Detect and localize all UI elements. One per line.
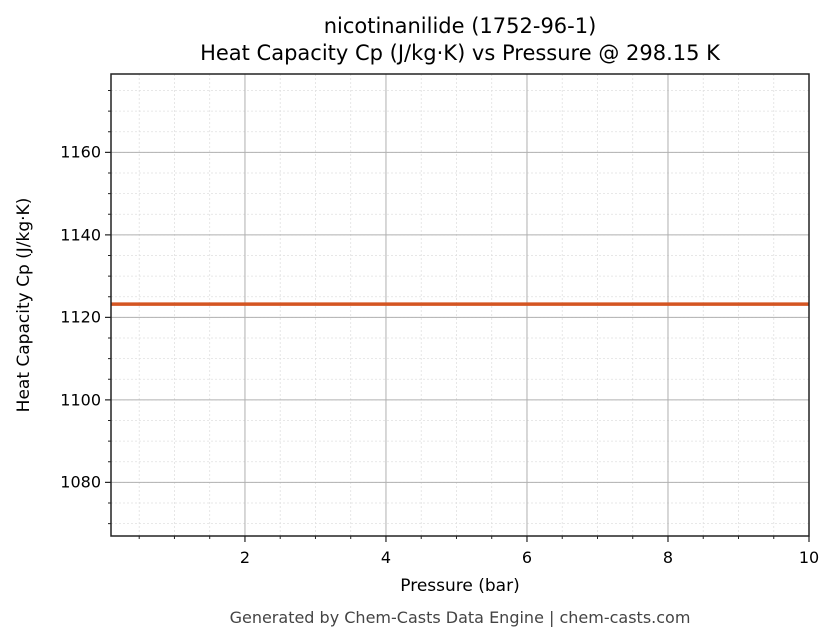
- y-tick-label: 1080: [60, 472, 101, 492]
- x-tick-label: 4: [380, 548, 392, 567]
- y-tick-label: 1120: [60, 307, 101, 327]
- footer-credit: Generated by Chem-Casts Data Engine | ch…: [229, 608, 691, 627]
- y-tick-label: 1140: [60, 225, 101, 245]
- x-tick-label: 10: [798, 548, 820, 567]
- y-tick-label: 1100: [60, 390, 101, 410]
- y-tick-label: 1160: [60, 142, 101, 162]
- chart-title-line2: Heat Capacity Cp (J/kg·K) vs Pressure @ …: [200, 41, 720, 65]
- x-axis-label: Pressure (bar): [400, 576, 520, 596]
- chart-title-line1: nicotinanilide (1752-96-1): [323, 14, 597, 38]
- x-tick-label: 2: [239, 548, 251, 567]
- x-tick-label: 6: [521, 548, 533, 567]
- y-axis-label: Heat Capacity Cp (J/kg·K): [14, 197, 34, 413]
- x-tick-label: 8: [662, 548, 674, 567]
